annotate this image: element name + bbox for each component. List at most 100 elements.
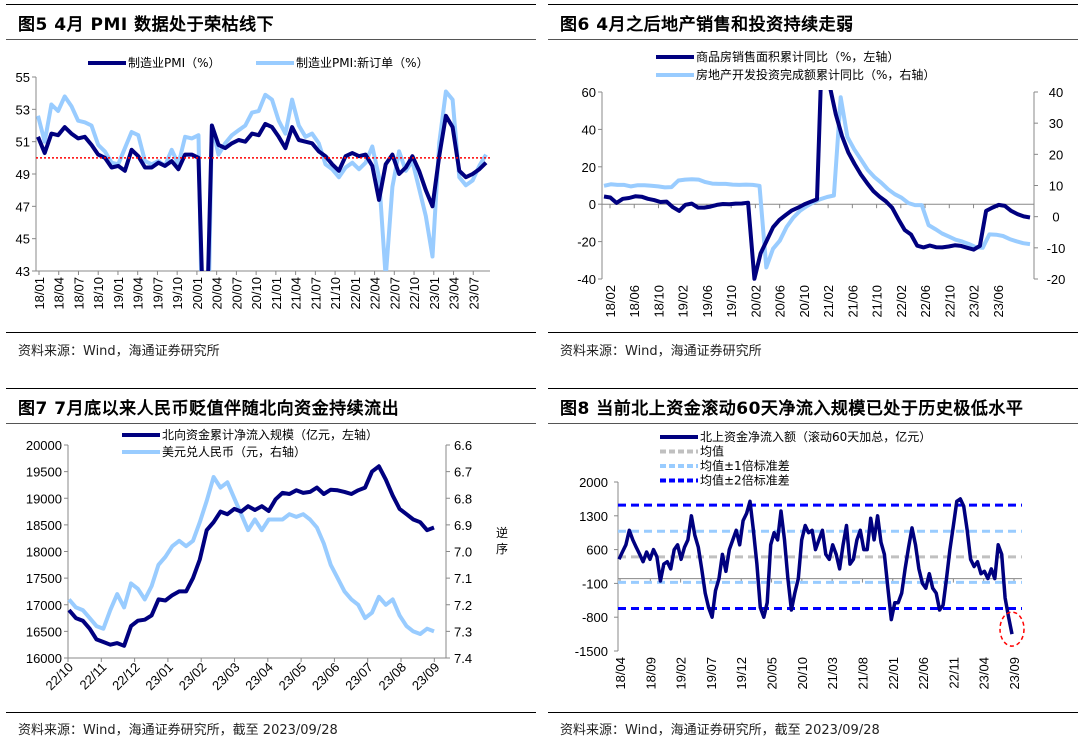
figure-6-panel: 图6 4月之后地产销售和投资持续走弱 商品房销售面积累计同比（%，左轴） 房地产开…	[548, 0, 1078, 380]
x-tick-label: 22/01	[886, 657, 901, 690]
y-tick-label: 55	[16, 70, 30, 85]
y-right-tick-label: 6.8	[454, 491, 472, 506]
x-tick-label: 20/07	[229, 277, 244, 310]
x-tick-label: 20/10	[797, 285, 812, 318]
y-left-tick-label: 20000	[26, 438, 62, 453]
y-tick-label: 43	[16, 264, 30, 279]
figure-7-panel: 图7 7月底以来人民币贬值伴随北向资金持续流出 北向资金累计净流入规模（亿元，左…	[6, 384, 536, 741]
x-tick-label: 19/01	[111, 277, 126, 310]
x-tick-label: 23/01	[142, 660, 176, 694]
source-note: 资料来源：Wind，海通证券研究所	[18, 344, 220, 359]
y-left-tick-label: 16500	[26, 624, 62, 639]
legend-usdcny-label: 美元兑人民币（元，右轴）	[162, 444, 306, 459]
y-tick-label: -800	[582, 610, 608, 625]
top-rule	[548, 388, 1078, 389]
x-tick-label: 21/03	[825, 657, 840, 690]
top-rule	[6, 4, 536, 5]
property-chart: 商品房销售面积累计同比（%，左轴） 房地产开发投资完成额累计同比（%，右轴） 60 4…	[577, 49, 1066, 318]
x-tick-label: 21/04	[289, 277, 304, 310]
x-tick-label: 18/10	[91, 277, 106, 310]
y-left-tick-label: 17500	[26, 571, 62, 586]
y-right-tick-label: 7.4	[454, 651, 472, 666]
x-tick-label: 22/10	[407, 277, 422, 310]
bottom-rule	[548, 332, 1078, 333]
y-left-tick-label: 40	[582, 122, 596, 137]
x-tick-label: 19/10	[170, 277, 185, 310]
y-right-tick-label: 20	[1049, 147, 1063, 162]
x-tick-label: 18/09	[643, 657, 658, 690]
x-tick-label: 22/06	[916, 657, 931, 690]
y-tick-label: 45	[16, 232, 30, 247]
x-tick-label: 22/11	[76, 660, 109, 693]
legend-pmi-label: 制造业PMI（%）	[128, 56, 221, 70]
x-tick-label: 21/01	[269, 277, 284, 310]
y-tick-label: 51	[16, 135, 30, 150]
top-rule	[548, 4, 1078, 5]
figure-8-panel: 图8 当前北上资金滚动60天净流入规模已处于历史极低水平 北上资金净流入额（滚动…	[548, 384, 1078, 741]
x-tick-label: 22/06	[918, 285, 933, 318]
bottom-rule	[6, 332, 536, 333]
series-sales-line	[603, 90, 1031, 281]
x-tick-label: 23/04	[977, 657, 992, 690]
x-tick-label: 23/01	[427, 277, 442, 310]
x-tick-label: 22/01	[348, 277, 363, 310]
y-left-tick-label: 19500	[26, 465, 62, 480]
series-net-inflow-line	[617, 497, 1014, 635]
x-tick-label: 18/07	[71, 277, 86, 310]
series-usdcny-line	[67, 475, 435, 636]
legend-sales-label: 商品房销售面积累计同比（%，左轴）	[696, 49, 899, 64]
y-right-tick-label: 7.2	[454, 598, 472, 613]
figure-5-panel: 图5 4月 PMI 数据处于荣枯线下 制造业PMI（%） 制造业PMI:新订单（%…	[6, 0, 536, 380]
y-right-tick-label: 6.7	[454, 465, 472, 480]
y-left-tick-label: -40	[577, 272, 596, 287]
inverted-axis-note-1: 逆	[496, 525, 508, 540]
x-tick-label: 20/06	[773, 285, 788, 318]
y-left-tick-label: 20	[582, 160, 596, 175]
y-right-tick-label: 0	[1052, 210, 1059, 225]
y-right-tick-label: -20	[1047, 272, 1066, 287]
x-tick-label: 22/10	[942, 285, 957, 318]
y-left-tick-label: -20	[577, 235, 596, 250]
x-tick-label: 23/09	[409, 660, 443, 694]
highlight-ellipse	[999, 611, 1025, 647]
x-tick-label: 21/02	[821, 285, 836, 318]
series-new-orders-line	[36, 89, 488, 271]
x-tick-label: 23/06	[991, 285, 1006, 318]
x-tick-label: 23/02	[176, 660, 210, 694]
legend-1sd-label: 均值±1倍标准差	[700, 458, 790, 473]
figure-title: 图5 4月 PMI 数据处于荣枯线下	[18, 15, 275, 35]
y-tick-label: -100	[582, 576, 608, 591]
y-left-tick-label: 16000	[26, 651, 62, 666]
title-rule	[6, 423, 536, 424]
y-left-tick-label: 18000	[26, 545, 62, 560]
source-note: 资料来源：Wind，海通证券研究所	[560, 344, 762, 359]
x-tick-label: 21/10	[870, 285, 885, 318]
x-tick-label: 18/10	[651, 285, 666, 318]
figure-title: 图6 4月之后地产销售和投资持续走弱	[560, 15, 854, 35]
x-tick-label: 23/02	[967, 285, 982, 318]
legend-northbound-label: 北向资金累计净流入规模（亿元，左轴）	[162, 427, 378, 442]
x-tick-label: 20/10	[795, 657, 810, 690]
series-pmi-line	[36, 113, 488, 271]
y-right-tick-label: 30	[1049, 116, 1063, 131]
x-tick-label: 22/02	[894, 285, 909, 318]
x-tick-label: 22/11	[946, 657, 961, 689]
y-left-tick-label: 60	[582, 85, 596, 100]
x-tick-label: 19/07	[704, 657, 719, 690]
bottom-rule	[548, 712, 1078, 713]
x-tick-label: 21/07	[308, 277, 323, 310]
x-tick-label: 22/04	[368, 277, 383, 310]
bottom-rule	[6, 712, 536, 713]
y-left-tick-label: 17000	[26, 598, 62, 613]
title-rule	[548, 423, 1078, 424]
x-tick-label: 18/06	[627, 285, 642, 318]
y-left-tick-label: 18500	[26, 518, 62, 533]
inverted-axis-note-2: 序	[496, 541, 508, 556]
pmi-chart: 制造业PMI（%） 制造业PMI:新订单（%）5553514947454318/0…	[16, 55, 490, 310]
x-tick-label: 21/10	[328, 277, 343, 310]
northbound-fx-chart: 北向资金累计净流入规模（亿元，左轴） 美元兑人民币（元，右轴） 20000 19500…	[26, 427, 508, 694]
x-tick-label: 18/02	[603, 285, 618, 318]
legend-mean-label: 均值	[700, 444, 724, 459]
y-right-tick-label: 7.3	[454, 624, 472, 639]
